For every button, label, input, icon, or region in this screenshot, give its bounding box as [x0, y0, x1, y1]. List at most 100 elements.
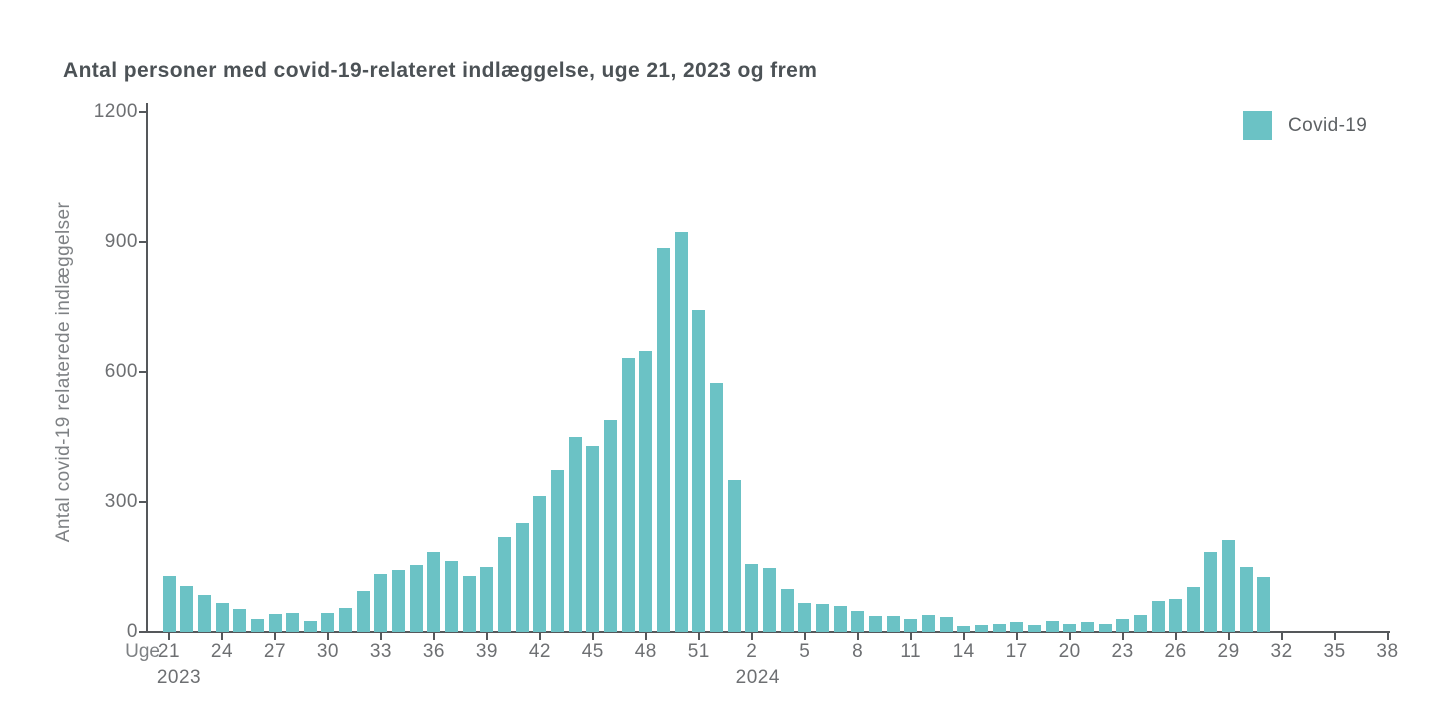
- bar-2023-w33: [374, 573, 388, 632]
- x-tick-label-5: 5: [799, 641, 811, 662]
- bar-2023-w30: [321, 612, 335, 632]
- bar-2023-w37: [445, 560, 459, 632]
- x-tick-mark-24: [221, 633, 223, 640]
- y-axis-line: [146, 103, 148, 633]
- x-axis-unit-label: Uge: [125, 641, 160, 662]
- bar-2024-w3: [762, 568, 776, 632]
- bar-2024-w23: [1116, 619, 1130, 632]
- bar-2023-w41: [515, 522, 529, 632]
- bar-2023-w29: [303, 621, 317, 632]
- x-tick-label-8: 8: [852, 641, 864, 662]
- x-tick-mark-27: [274, 633, 276, 640]
- bar-2024-w10: [886, 616, 900, 632]
- x-tick-label-42: 42: [528, 641, 551, 662]
- year-label-2024: 2024: [735, 667, 780, 688]
- x-tick-label-45: 45: [581, 641, 604, 662]
- bar-2023-w25: [233, 609, 247, 632]
- bar-2023-w49: [657, 247, 670, 632]
- bar-2023-w44: [568, 437, 582, 632]
- bar-2023-w39: [480, 566, 494, 632]
- chart-title: Antal personer med covid-19-relateret in…: [63, 59, 818, 82]
- x-tick-label-2: 2: [746, 641, 758, 662]
- legend: Covid-19: [1243, 111, 1367, 140]
- x-tick-mark-36: [432, 633, 435, 640]
- bar-2024-w15: [974, 625, 988, 632]
- bar-2024-w20: [1063, 623, 1077, 632]
- bar-2023-w40: [498, 537, 511, 632]
- x-tick-label-20: 20: [1058, 641, 1081, 662]
- x-tick-label-17: 17: [1005, 641, 1028, 662]
- x-tick-label-33: 33: [369, 641, 392, 662]
- x-tick-label-26: 26: [1164, 641, 1187, 662]
- bar-2024-w29: [1222, 539, 1236, 632]
- x-tick-label-29: 29: [1217, 641, 1240, 662]
- x-tick-label-30: 30: [316, 641, 339, 662]
- bar-2023-w45: [586, 445, 600, 632]
- x-tick-mark-33: [379, 633, 382, 640]
- x-tick-mark-8: [856, 633, 859, 640]
- bar-2023-w31: [339, 607, 353, 632]
- y-tick-label-300: 300: [104, 491, 138, 512]
- y-tick-label-1200: 1200: [93, 101, 138, 122]
- x-tick-label-14: 14: [952, 641, 975, 662]
- bar-2024-w26: [1169, 598, 1183, 632]
- x-tick-mark-26: [1174, 633, 1177, 640]
- x-tick-label-35: 35: [1323, 641, 1346, 662]
- x-tick-mark-11: [909, 633, 912, 640]
- bar-2023-w22: [180, 585, 194, 632]
- bar-2024-w31: [1257, 577, 1271, 632]
- x-tick-mark-38: [1386, 633, 1389, 640]
- x-tick-mark-5: [803, 633, 806, 640]
- x-tick-mark-35: [1333, 633, 1336, 640]
- y-tick-label-600: 600: [104, 361, 138, 382]
- x-tick-label-21: 21: [157, 641, 181, 662]
- bar-2023-w35: [409, 564, 423, 632]
- bar-2023-w42: [533, 495, 547, 632]
- bar-2023-w51: [692, 310, 706, 632]
- bar-2023-w48: [639, 351, 653, 632]
- bar-2023-w50: [674, 231, 688, 632]
- y-tick-mark-600: [139, 371, 146, 373]
- y-tick-mark-300: [139, 501, 146, 503]
- bar-2024-w4: [780, 588, 794, 632]
- x-tick-mark-2: [750, 633, 753, 640]
- x-tick-label-48: 48: [634, 641, 657, 662]
- x-tick-mark-21: [168, 633, 170, 640]
- bar-2024-w21: [1080, 622, 1094, 632]
- x-tick-label-36: 36: [422, 641, 445, 662]
- x-tick-mark-42: [538, 633, 541, 640]
- x-tick-label-24: 24: [210, 641, 234, 662]
- bar-2023-w38: [462, 575, 476, 632]
- bar-2023-w21: [162, 575, 176, 632]
- x-tick-label-23: 23: [1111, 641, 1134, 662]
- x-tick-label-39: 39: [475, 641, 498, 662]
- bar-2023-w34: [392, 570, 406, 632]
- legend-label: Covid-19: [1288, 114, 1368, 136]
- bar-2024-w2: [745, 563, 759, 632]
- x-tick-mark-29: [1227, 633, 1230, 640]
- x-tick-label-32: 32: [1270, 641, 1293, 662]
- bar-2024-w5: [798, 603, 812, 632]
- x-tick-mark-23: [1121, 633, 1124, 640]
- bar-2023-w47: [621, 357, 635, 632]
- bar-2024-w6: [815, 604, 829, 632]
- bar-2024-w19: [1045, 621, 1059, 632]
- bar-2024-w1: [727, 479, 741, 632]
- bar-2024-w18: [1027, 625, 1041, 632]
- bar-2024-w16: [992, 624, 1006, 632]
- bar-2023-w32: [356, 590, 370, 632]
- bar-2024-w9: [868, 616, 882, 632]
- bar-2024-w30: [1239, 566, 1253, 632]
- x-tick-mark-32: [1280, 633, 1283, 640]
- bar-2023-w52: [710, 383, 723, 632]
- x-tick-mark-39: [485, 633, 488, 640]
- bar-2023-w27: [268, 613, 282, 632]
- x-tick-label-11: 11: [900, 641, 922, 662]
- bar-2024-w8: [851, 611, 865, 632]
- bar-2024-w17: [1010, 622, 1024, 632]
- legend-swatch-covid19: [1243, 111, 1272, 140]
- bar-2024-w28: [1204, 552, 1218, 632]
- bar-2024-w7: [833, 605, 847, 632]
- x-tick-mark-30: [326, 633, 329, 640]
